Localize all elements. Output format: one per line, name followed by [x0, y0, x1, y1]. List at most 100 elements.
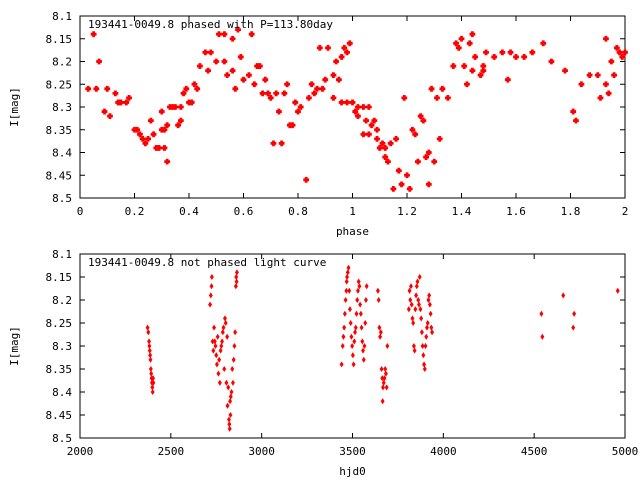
data-point: [148, 352, 153, 359]
data-point: [419, 315, 424, 322]
chart-title: 193441-0049.8 not phased light curve: [88, 256, 326, 269]
data-point: [221, 58, 228, 65]
axis-ticks: [79, 15, 626, 199]
x-tick-label: 1.8: [561, 205, 581, 218]
data-point: [423, 342, 428, 350]
data-point: [426, 296, 431, 304]
data-point: [613, 44, 620, 51]
data-point: [439, 85, 446, 92]
data-point: [384, 384, 389, 391]
data-point: [342, 324, 347, 331]
data-point: [380, 398, 385, 405]
data-point: [363, 319, 368, 327]
data-point: [450, 63, 457, 69]
data-point: [377, 324, 382, 331]
y-tick-label: 8.25: [46, 317, 73, 330]
data-point: [224, 379, 229, 386]
data-point: [259, 90, 266, 97]
data-point: [219, 342, 224, 350]
x-tick-label: 2500: [158, 445, 185, 458]
data-point: [314, 85, 320, 92]
data-point: [428, 85, 435, 92]
data-point: [220, 338, 225, 345]
x-tick-label: 0.6: [234, 205, 254, 218]
data-point: [349, 99, 356, 106]
data-point: [177, 117, 184, 124]
data-point: [469, 31, 476, 38]
data-point: [425, 149, 432, 156]
data-point: [371, 117, 378, 124]
data-point: [134, 126, 141, 133]
data-point: [423, 154, 429, 160]
data-point: [464, 81, 470, 88]
data-point: [262, 76, 269, 83]
data-point: [292, 99, 299, 106]
data-point: [521, 54, 528, 60]
data-point: [409, 283, 413, 290]
data-point: [411, 319, 416, 327]
data-point: [342, 310, 347, 317]
data-point: [235, 269, 239, 276]
data-point: [382, 145, 389, 151]
data-point: [276, 108, 282, 115]
data-point: [223, 319, 228, 327]
x-tick-label: 4500: [521, 445, 548, 458]
y-axis-title: I[mag]: [8, 87, 21, 127]
data-point: [469, 67, 476, 74]
y-axis-title: I[mag]: [8, 326, 21, 366]
data-point: [112, 90, 119, 97]
data-point: [425, 324, 429, 331]
data-point: [350, 352, 355, 359]
data-point: [344, 99, 350, 106]
data-point: [330, 95, 337, 101]
data-point: [209, 283, 214, 290]
y-tick-labels: 8.1 8.15 8.2 8.25 8.3 8.35 8.4 8.45 8.5: [46, 10, 73, 205]
data-point: [385, 342, 390, 350]
data-point: [217, 379, 222, 386]
data-point: [603, 35, 609, 42]
y-tick-label: 8.1: [52, 10, 72, 23]
data-point: [183, 85, 190, 92]
data-point: [308, 81, 315, 88]
data-point: [235, 26, 241, 33]
data-point: [414, 283, 419, 290]
data-point: [232, 342, 237, 350]
x-tick-label: 0.4: [179, 205, 199, 218]
x-tick-label: 0: [77, 205, 84, 218]
data-point: [156, 145, 162, 151]
phased-light-curve-chart: 0 0.2 0.4 0.6 0.8 1 1.2 1.4 1.6 1.8 2 8.18.158.28.…: [8, 10, 628, 238]
data-point: [172, 104, 179, 110]
data-point: [208, 292, 213, 299]
y-tick-label: 8.25: [46, 78, 73, 91]
data-point: [425, 181, 432, 188]
data-point: [180, 90, 187, 97]
data-point: [477, 72, 484, 79]
data-point: [344, 278, 349, 285]
data-point: [338, 99, 345, 106]
data-point: [348, 306, 352, 313]
data-point: [348, 319, 353, 327]
data-point: [382, 375, 387, 382]
data-point: [455, 44, 462, 51]
data-point: [213, 342, 218, 350]
data-point: [363, 117, 370, 124]
data-point: [227, 416, 231, 423]
data-point: [222, 365, 227, 373]
data-point: [107, 113, 113, 119]
axis-ticks: [79, 253, 626, 439]
data-point: [145, 135, 152, 142]
data-point: [161, 126, 168, 133]
data-point: [540, 333, 545, 340]
data-point: [343, 296, 348, 304]
data-point: [345, 269, 350, 276]
data-point: [101, 108, 108, 115]
y-tick-label: 8.35: [46, 124, 73, 137]
data-point: [507, 49, 514, 56]
data-point: [214, 352, 219, 359]
data-point: [361, 356, 366, 363]
data-point: [346, 264, 351, 271]
data-point: [352, 338, 357, 345]
data-point: [594, 72, 601, 79]
data-point: [395, 167, 402, 174]
data-point: [229, 35, 236, 42]
